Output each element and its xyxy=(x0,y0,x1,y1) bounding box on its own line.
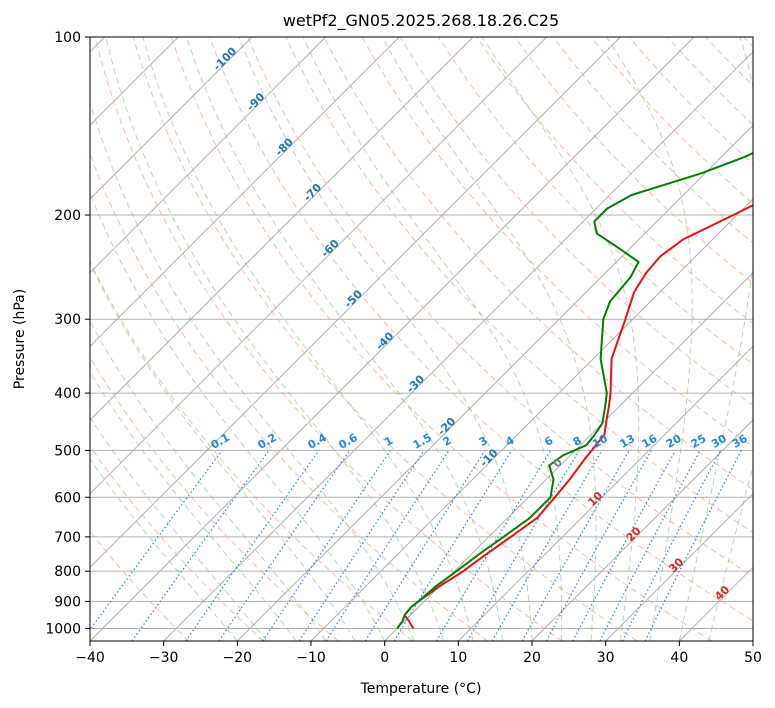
dry-adiabat xyxy=(323,37,753,491)
mixing-ratio-line xyxy=(393,450,513,641)
mixing-ratio-line xyxy=(325,450,450,641)
dry-adiabat xyxy=(90,356,339,641)
x-tick-label: −30 xyxy=(149,650,179,666)
moist-adiabat xyxy=(481,37,640,641)
isotherm-line xyxy=(90,37,474,421)
mixing-ratio-line xyxy=(644,450,743,641)
isotherm-line xyxy=(90,37,400,348)
dry-adiabat xyxy=(170,37,712,641)
mixing-ratio-line xyxy=(521,450,630,641)
dry-adiabat xyxy=(209,37,753,622)
mixing-ratio-line xyxy=(185,450,320,641)
isotherm-line xyxy=(457,345,753,641)
mixing-ratio-line xyxy=(262,450,391,641)
x-tick-label: 10 xyxy=(449,650,467,666)
mixing-ratio-line xyxy=(572,450,677,641)
mixing-ratio-line xyxy=(218,450,351,641)
y-tick-label: 600 xyxy=(54,490,81,506)
dry-adiabat xyxy=(90,445,264,641)
dewpoint-profile-line xyxy=(396,152,753,630)
moist-adiabat xyxy=(90,371,297,641)
mixing-ratio-line xyxy=(621,450,722,641)
y-tick-label: 200 xyxy=(54,208,81,224)
y-tick-label: 700 xyxy=(54,530,81,546)
x-tick-label: 50 xyxy=(744,650,762,666)
axes-layer: −40 −30 −20 −10 0 10 20 30 40 50 100 200 300 400 500 60… xyxy=(45,30,762,666)
moist-adiabat xyxy=(90,100,415,641)
plot-frame xyxy=(89,36,754,642)
dry-adiabat xyxy=(90,260,414,641)
x-tick-label: 30 xyxy=(597,650,615,666)
y-axis-title: Pressure (hPa) xyxy=(12,289,28,389)
moist-adiabat xyxy=(381,37,597,641)
dry-adiabat xyxy=(94,37,563,641)
y-tick-label: 800 xyxy=(54,564,81,580)
x-tick-label: −40 xyxy=(75,650,105,666)
x-tick-label: −20 xyxy=(223,650,253,666)
isotherm-line xyxy=(605,492,753,641)
isotherm-line xyxy=(90,37,695,641)
moist-adiabat xyxy=(606,37,693,641)
mixing-ratio-line xyxy=(131,450,270,641)
moist-adiabat xyxy=(90,192,386,641)
grid-layer xyxy=(90,37,753,641)
isotherm-line xyxy=(90,37,621,569)
moist-adiabat xyxy=(708,464,753,641)
moist-adiabat xyxy=(238,37,533,641)
moist-adiabat xyxy=(142,37,474,641)
temperature-profile-line xyxy=(403,204,753,630)
moist-adiabat xyxy=(186,37,503,641)
y-tick-label: 100 xyxy=(54,30,81,46)
moist-adiabat xyxy=(90,320,327,641)
dry-adiabat xyxy=(285,37,753,534)
x-tick-label: −10 xyxy=(296,650,326,666)
y-tick-label: 900 xyxy=(54,594,81,610)
series-layer xyxy=(396,152,753,630)
y-tick-label: 300 xyxy=(54,312,81,328)
moist-adiabat xyxy=(678,37,753,641)
dry-adiabat xyxy=(476,37,753,325)
chart-title: wetPf2_GN05.2025.268.18.26.C25 xyxy=(283,11,559,31)
dry-adiabat xyxy=(247,37,753,577)
moist-adiabat xyxy=(90,416,268,641)
x-tick-label: 0 xyxy=(380,650,389,666)
x-axis-title: Temperature (°C) xyxy=(360,681,482,697)
dry-adiabat xyxy=(132,37,638,641)
x-tick-label: 40 xyxy=(670,650,688,666)
moist-adiabat xyxy=(105,37,445,641)
y-tick-label: 400 xyxy=(54,386,81,402)
mixing-ratio-line xyxy=(545,450,652,641)
dry-adiabat xyxy=(514,37,753,284)
isotherm-line xyxy=(384,271,753,641)
y-tick-label: 1000 xyxy=(45,621,81,637)
x-tick-label: 20 xyxy=(523,650,541,666)
mixing-ratio-line xyxy=(298,450,425,641)
isotherm-line xyxy=(531,419,753,641)
isotherm-line xyxy=(163,50,753,641)
isotherm-line xyxy=(90,37,253,200)
y-tick-label: 500 xyxy=(54,443,81,459)
moist-adiabat xyxy=(90,262,356,641)
isotherm-line xyxy=(236,124,753,641)
mixing-ratio-line xyxy=(90,450,223,631)
isotherm-line xyxy=(90,37,327,274)
isotherm-line xyxy=(90,37,548,495)
moist-adiabat xyxy=(90,458,238,641)
